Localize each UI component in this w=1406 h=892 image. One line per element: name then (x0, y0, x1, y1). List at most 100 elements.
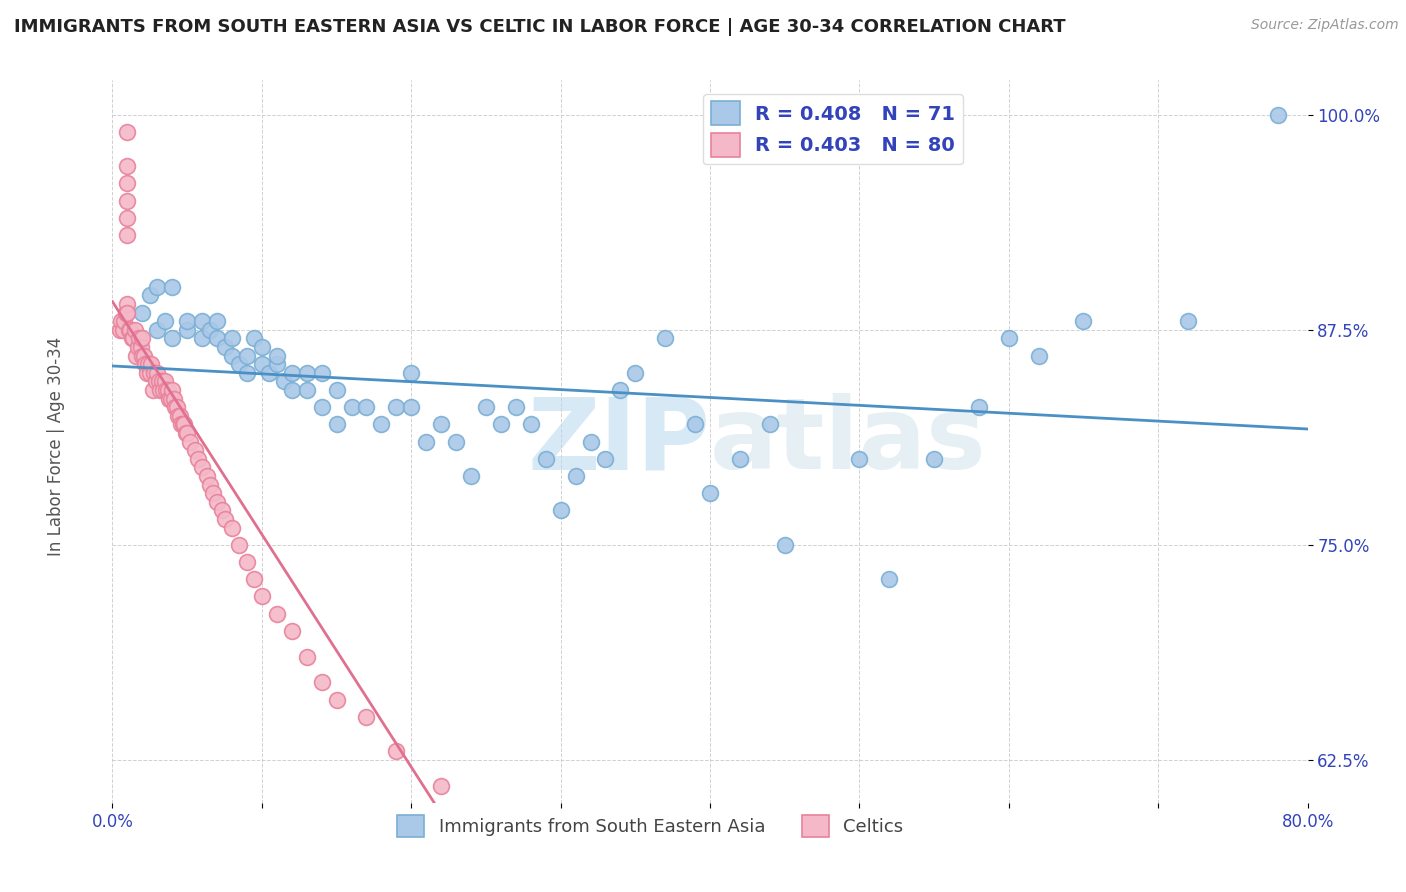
Point (117, 177, 139, 191)
Point (121, 331, 143, 345)
Point (173, 417, 195, 432)
Point (169, 409, 191, 423)
Point (179, 434, 201, 449)
Point (111, 323, 134, 337)
Point (198, 323, 221, 337)
Point (773, 538, 796, 552)
Point (250, 340, 273, 354)
Point (117, 211, 139, 225)
Point (129, 340, 152, 354)
Point (385, 744, 408, 758)
Text: IMMIGRANTS FROM SOUTH EASTERN ASIA VS CELTIC IN LABOR FORCE | AGE 30-34 CORRELAT: IMMIGRANTS FROM SOUTH EASTERN ASIA VS CE… (14, 18, 1066, 36)
Point (156, 383, 179, 397)
Point (295, 383, 318, 397)
Point (166, 400, 188, 414)
Point (624, 366, 647, 380)
Point (120, 323, 142, 337)
Point (401, 366, 423, 380)
Text: atlas: atlas (710, 393, 987, 490)
Point (564, 469, 586, 483)
Point (146, 279, 169, 293)
Point (148, 375, 170, 389)
Point (325, 417, 347, 432)
Point (1073, 314, 1095, 328)
Point (117, 297, 139, 311)
Point (150, 375, 173, 389)
Point (198, 477, 221, 491)
Point (430, 417, 453, 432)
Point (266, 357, 288, 371)
Point (879, 572, 901, 586)
Point (153, 375, 176, 389)
Point (124, 323, 146, 337)
Point (236, 555, 259, 569)
Point (115, 305, 138, 319)
Point (170, 417, 193, 432)
Point (550, 503, 572, 517)
Point (848, 451, 870, 466)
Point (146, 323, 169, 337)
Point (356, 400, 378, 414)
Text: Source: ZipAtlas.com: Source: ZipAtlas.com (1251, 18, 1399, 32)
Point (201, 486, 224, 500)
Point (325, 692, 347, 706)
Point (295, 649, 318, 664)
Point (221, 349, 243, 363)
Point (162, 383, 183, 397)
Point (131, 349, 153, 363)
Point (118, 323, 141, 337)
Point (152, 383, 174, 397)
Point (579, 434, 602, 449)
Point (236, 349, 259, 363)
Point (922, 451, 945, 466)
Point (117, 305, 139, 319)
Point (128, 331, 150, 345)
Point (117, 125, 139, 139)
Text: ZIP: ZIP (527, 393, 710, 490)
Point (214, 512, 236, 526)
Legend: Immigrants from South Eastern Asia, Celtics: Immigrants from South Eastern Asia, Celt… (389, 808, 911, 845)
Point (444, 434, 467, 449)
Point (122, 331, 145, 345)
Point (191, 460, 214, 475)
Point (117, 159, 139, 173)
Point (214, 340, 236, 354)
Point (460, 469, 482, 483)
Point (311, 675, 333, 690)
Point (520, 847, 543, 862)
Point (311, 400, 333, 414)
Point (385, 400, 408, 414)
Point (228, 357, 250, 371)
Point (205, 331, 228, 345)
Point (228, 538, 250, 552)
Point (149, 383, 172, 397)
Point (172, 417, 194, 432)
Point (266, 349, 288, 363)
Point (176, 314, 198, 328)
Point (141, 357, 163, 371)
Point (174, 425, 197, 440)
Point (475, 400, 498, 414)
Point (162, 331, 183, 345)
Point (176, 425, 198, 440)
Point (134, 357, 156, 371)
Point (683, 417, 706, 432)
Point (108, 323, 131, 337)
Point (132, 349, 155, 363)
Point (259, 366, 281, 380)
Point (609, 383, 631, 397)
Point (243, 331, 266, 345)
Point (157, 392, 180, 406)
Point (273, 375, 295, 389)
Point (142, 383, 165, 397)
Point (117, 228, 139, 243)
Point (489, 417, 512, 432)
Point (1267, 108, 1289, 122)
Point (967, 400, 990, 414)
Point (114, 314, 135, 328)
Point (117, 194, 139, 208)
Point (135, 366, 157, 380)
Point (759, 417, 782, 432)
Point (146, 366, 169, 380)
Point (699, 486, 721, 500)
